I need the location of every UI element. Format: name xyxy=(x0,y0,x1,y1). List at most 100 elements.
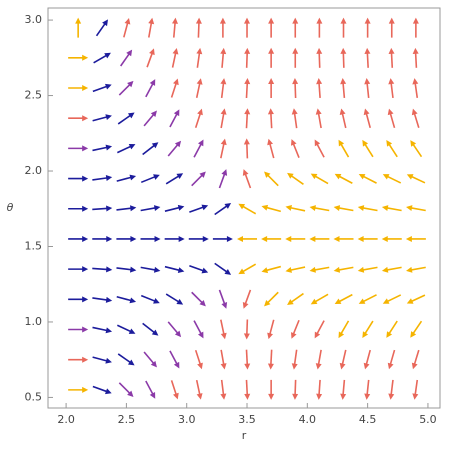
vector-arrow xyxy=(116,235,137,242)
arrow-shaft xyxy=(339,142,350,158)
arrow-head xyxy=(173,392,179,400)
arrow-head xyxy=(226,235,233,242)
arrow-head xyxy=(153,174,160,180)
arrow-shaft xyxy=(292,142,300,158)
vector-arrow xyxy=(140,266,161,273)
arrow-shaft xyxy=(387,142,398,158)
vector-arrow xyxy=(340,78,347,99)
arrow-shaft xyxy=(191,173,204,187)
vector-arrow xyxy=(140,174,160,184)
vector-arrow xyxy=(140,294,160,304)
vector-arrow xyxy=(170,78,179,98)
vector-arrow xyxy=(147,17,155,38)
vector-arrow xyxy=(244,349,251,370)
vector-arrow xyxy=(242,169,252,189)
arrow-head xyxy=(412,17,419,24)
arrow-shaft xyxy=(147,21,153,38)
arrow-shaft xyxy=(171,51,177,68)
vector-arrow xyxy=(120,49,133,67)
arrow-head xyxy=(339,362,346,370)
arrow-head xyxy=(197,362,203,370)
arrow-shaft xyxy=(409,206,426,212)
arrow-head xyxy=(410,331,417,338)
arrow-shaft xyxy=(241,205,257,215)
vector-arrow xyxy=(189,204,209,213)
vector-arrow xyxy=(116,266,137,273)
arrow-head xyxy=(177,204,185,211)
vector-arrow xyxy=(238,203,257,215)
arrow-shaft xyxy=(189,205,205,213)
arrow-shaft xyxy=(244,172,252,189)
arrow-head xyxy=(153,205,161,212)
arrow-head xyxy=(405,235,412,242)
arrow-head xyxy=(261,235,268,242)
vector-arrow xyxy=(164,204,185,212)
arrow-shaft xyxy=(361,294,377,303)
vector-arrow xyxy=(338,139,350,158)
arrow-head xyxy=(315,108,322,115)
vector-arrow xyxy=(268,78,275,98)
arrow-head xyxy=(290,332,297,339)
arrow-shaft xyxy=(342,51,345,68)
arrow-head xyxy=(364,393,371,400)
vector-arrow xyxy=(167,140,182,157)
vector-arrow xyxy=(410,140,423,158)
vector-arrow xyxy=(406,174,426,184)
vector-arrow xyxy=(195,17,202,38)
arrow-head xyxy=(75,17,82,24)
arrow-shaft xyxy=(220,319,225,336)
vector-arrow xyxy=(309,205,330,212)
vector-arrow xyxy=(339,108,347,129)
arrow-head xyxy=(105,388,112,395)
arrow-head xyxy=(174,330,182,338)
vector-arrow xyxy=(191,171,206,187)
arrow-shaft xyxy=(341,112,347,129)
arrow-shaft xyxy=(411,142,423,158)
arrow-head xyxy=(173,78,179,86)
arrow-shaft xyxy=(390,379,394,396)
vector-arrow xyxy=(220,108,227,129)
arrow-shaft xyxy=(193,142,203,158)
arrow-head xyxy=(340,393,347,400)
arrow-shaft xyxy=(313,206,330,212)
arrow-head xyxy=(243,138,250,145)
vector-arrow xyxy=(194,349,203,370)
y-tick-label: 0.5 xyxy=(25,390,43,403)
arrow-shaft xyxy=(143,351,155,365)
vector-arrow xyxy=(116,205,137,212)
arrow-head xyxy=(386,139,393,147)
vector-arrow xyxy=(381,205,402,212)
vector-arrow xyxy=(243,319,250,340)
vector-arrow xyxy=(386,320,398,338)
vector-arrow xyxy=(382,294,402,304)
arrow-head xyxy=(82,296,89,303)
vector-arrow xyxy=(358,294,377,304)
arrow-shaft xyxy=(118,83,132,96)
arrow-head xyxy=(406,174,414,180)
vector-arrow xyxy=(314,139,325,158)
arrow-shaft xyxy=(246,319,249,336)
vector-arrow xyxy=(194,108,203,128)
arrow-shaft xyxy=(313,293,329,304)
arrow-head xyxy=(292,78,299,85)
vector-arrow xyxy=(117,112,135,125)
arrow-shaft xyxy=(220,379,225,396)
arrow-head xyxy=(333,205,341,212)
arrow-shaft xyxy=(317,349,322,366)
arrow-head xyxy=(334,298,342,305)
vector-arrow xyxy=(309,266,330,273)
arrow-head xyxy=(150,360,157,368)
arrow-shaft xyxy=(289,174,304,185)
vector-arrow xyxy=(387,349,396,370)
vector-arrow xyxy=(358,174,377,184)
arrow-shaft xyxy=(361,175,377,184)
arrow-head xyxy=(267,108,274,115)
arrow-shaft xyxy=(189,264,205,272)
vector-arrow xyxy=(145,79,156,98)
arrow-shaft xyxy=(116,324,133,333)
arrow-head xyxy=(315,363,322,370)
vector-arrow xyxy=(285,266,306,273)
arrow-head xyxy=(244,363,251,370)
vector-arrow xyxy=(388,47,395,68)
arrow-shaft xyxy=(414,81,419,99)
